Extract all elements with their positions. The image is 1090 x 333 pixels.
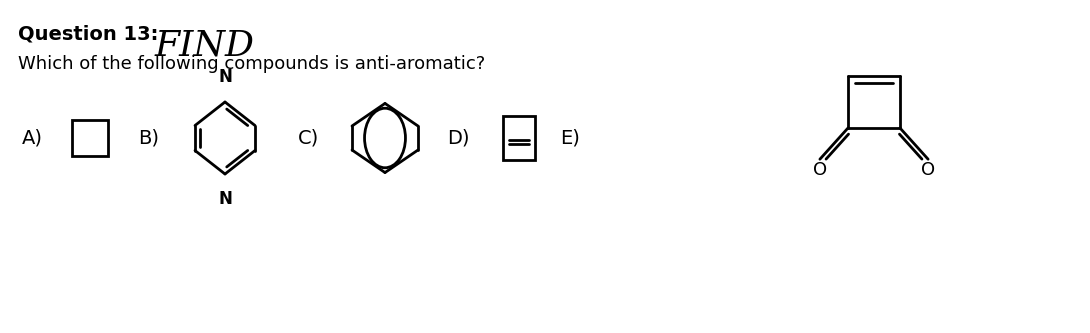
Text: O: O	[813, 161, 827, 179]
Text: Question 13:: Question 13:	[19, 25, 158, 44]
Text: C): C)	[298, 129, 319, 148]
Bar	[72, 120, 108, 156]
Text: N: N	[218, 68, 232, 86]
Bar	[502, 116, 535, 160]
Text: A): A)	[22, 129, 43, 148]
Text: D): D)	[447, 129, 470, 148]
Text: E): E)	[560, 129, 580, 148]
Text: Which of the following compounds is anti-aromatic?: Which of the following compounds is anti…	[19, 55, 485, 73]
Text: N: N	[218, 190, 232, 208]
Text: B): B)	[138, 129, 159, 148]
Text: O: O	[921, 161, 935, 179]
Text: FIND: FIND	[155, 28, 255, 62]
